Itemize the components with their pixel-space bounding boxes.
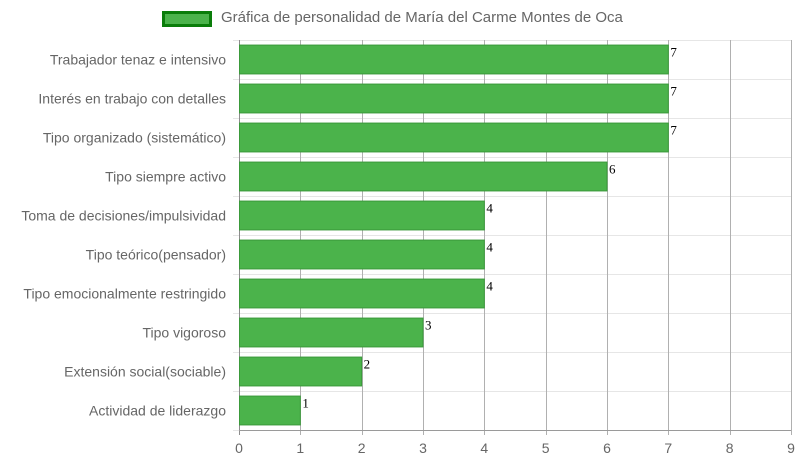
- x-tick-label: 8: [726, 440, 734, 456]
- bar: [239, 44, 669, 75]
- y-tick-label: Actividad de liderazgo: [89, 403, 226, 419]
- bar: [239, 161, 608, 192]
- y-tick-label: Extensión social(sociable): [64, 364, 226, 380]
- data-label: 7: [670, 123, 677, 138]
- y-tick-label: Tipo teórico(pensador): [86, 247, 226, 263]
- data-label: 4: [486, 240, 493, 255]
- data-label: 1: [302, 396, 309, 411]
- bar: [239, 317, 424, 348]
- legend-swatch: [162, 11, 212, 27]
- data-label: 2: [364, 357, 371, 372]
- data-label: 4: [486, 279, 493, 294]
- y-tick-label: Tipo siempre activo: [105, 169, 226, 185]
- x-tick-label: 3: [419, 440, 427, 456]
- x-tick-label: 1: [296, 440, 304, 456]
- bar: [239, 200, 485, 231]
- y-tick-label: Tipo organizado (sistemático): [43, 130, 226, 146]
- data-label: 4: [486, 201, 493, 216]
- y-tick-label: Interés en trabajo con detalles: [38, 91, 226, 107]
- bar: [239, 395, 301, 426]
- x-tick-label: 5: [542, 440, 550, 456]
- data-label: 6: [609, 162, 616, 177]
- x-tick-label: 7: [664, 440, 672, 456]
- x-tick-label: 6: [603, 440, 611, 456]
- bar: [239, 278, 485, 309]
- bar: [239, 239, 485, 270]
- x-tick-label: 2: [358, 440, 366, 456]
- x-tick-label: 9: [787, 440, 795, 456]
- y-tick-label: Tipo vigoroso: [142, 325, 226, 341]
- legend-label[interactable]: Gráfica de personalidad de María del Car…: [221, 9, 623, 26]
- bar: [239, 83, 669, 114]
- y-tick-label: Toma de decisiones/impulsividad: [21, 208, 226, 224]
- x-tick-label: 0: [235, 440, 243, 456]
- data-label: 7: [670, 45, 677, 60]
- data-label: 7: [670, 84, 677, 99]
- bar: [239, 122, 669, 153]
- x-tick-label: 4: [480, 440, 488, 456]
- y-tick-label: Tipo emocionalmente restringido: [23, 286, 226, 302]
- data-label: 3: [425, 318, 432, 333]
- bar: [239, 356, 363, 387]
- y-tick-label: Trabajador tenaz e intensivo: [50, 52, 226, 68]
